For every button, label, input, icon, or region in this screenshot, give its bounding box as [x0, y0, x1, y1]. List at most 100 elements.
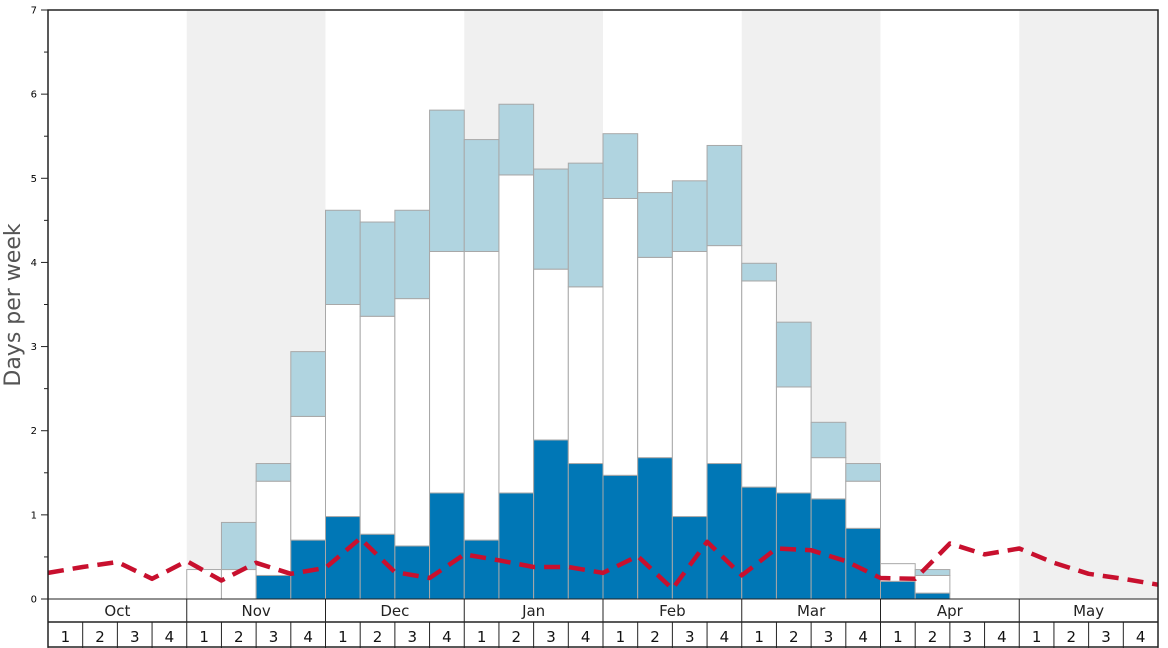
bar-middle-white-19: [706, 245, 743, 465]
bar-bottom-dark-18: [671, 516, 708, 600]
bar-middle-white-6: [255, 480, 292, 576]
bar-top-light-5: [220, 521, 257, 571]
bar-top-light-8: [325, 209, 361, 305]
bar-bottom-dark-6: [255, 574, 292, 600]
dashed-series-line: [47, 536, 1159, 592]
bar-bottom-dark-17: [637, 457, 673, 600]
week-label: 1: [477, 628, 487, 646]
bar-middle-white-18: [671, 250, 708, 518]
week-label: 1: [893, 628, 903, 646]
y-tick-label: 0: [31, 595, 37, 606]
y-tick-label: 4: [31, 258, 37, 269]
week-label: 4: [442, 628, 452, 646]
bar-top-light-15: [567, 162, 604, 288]
bar-middle-white-4: [186, 569, 222, 600]
week-label: 2: [1067, 628, 1077, 646]
bar-top-light-20: [741, 262, 777, 282]
bar-bottom-dark-21: [775, 492, 812, 600]
week-label: 1: [1032, 628, 1042, 646]
week-label: 3: [130, 628, 140, 646]
bar-top-light-11: [429, 109, 465, 252]
month-label-nov: Nov: [241, 602, 270, 620]
bar-top-light-17: [637, 192, 673, 258]
week-label: 4: [720, 628, 730, 646]
y-tick-label: 1: [31, 510, 37, 521]
bar-middle-white-10: [394, 298, 431, 547]
week-label: 3: [1101, 628, 1111, 646]
bar-middle-white-8: [325, 304, 361, 518]
week-label: 4: [581, 628, 591, 646]
week-label: 1: [199, 628, 209, 646]
x-axis: Oct 1 2 3 4 Nov 1 2 3 4 Dec 1 2 3 4 Jan 1 2 3 4 Feb 1 2 3 4 Mar 1 2…: [47, 598, 1159, 648]
bar-top-light-6: [255, 463, 292, 482]
bar-top-light-14: [533, 168, 569, 270]
week-label: 2: [234, 628, 244, 646]
month-label-apr: Apr: [937, 602, 964, 620]
month-label-oct: Oct: [104, 602, 130, 620]
week-label: 3: [407, 628, 417, 646]
bar-middle-white-12: [463, 250, 500, 541]
bar-bottom-dark-25: [914, 592, 951, 600]
week-label: 2: [928, 628, 938, 646]
bar-middle-white-13: [498, 174, 535, 494]
bar-top-light-21: [775, 321, 812, 388]
week-label: 2: [789, 628, 799, 646]
month-label-may: May: [1073, 602, 1104, 620]
y-tick-label: 2: [31, 426, 37, 437]
bar-bottom-dark-23: [845, 527, 881, 600]
bar-top-light-18: [671, 180, 708, 252]
week-label: 3: [685, 628, 695, 646]
week-label: 4: [165, 628, 175, 646]
week-label: 1: [338, 628, 348, 646]
week-label: 3: [962, 628, 972, 646]
bar-middle-white-9: [359, 315, 396, 535]
bar-middle-white-7: [290, 415, 326, 541]
bar-middle-white-14: [533, 268, 569, 441]
bar-top-light-9: [359, 221, 396, 317]
week-label: 2: [650, 628, 660, 646]
bar-bottom-dark-16: [602, 474, 639, 600]
bar-top-light-22: [810, 421, 847, 459]
week-label: 1: [754, 628, 764, 646]
week-label: 2: [512, 628, 522, 646]
bar-top-light-25: [914, 569, 951, 576]
week-label: 2: [95, 628, 105, 646]
week-label: 4: [303, 628, 313, 646]
month-label-feb: Feb: [659, 602, 686, 620]
week-label: 4: [858, 628, 868, 646]
bar-bottom-dark-20: [741, 486, 777, 600]
bar-top-light-13: [498, 103, 535, 176]
bar-bottom-dark-22: [810, 498, 847, 600]
bar-top-light-19: [706, 144, 743, 247]
y-axis-label: Days per week: [1, 223, 26, 386]
y-tick-label: 3: [31, 342, 37, 353]
week-label: 4: [997, 628, 1007, 646]
bar-middle-white-16: [602, 197, 639, 476]
bar-top-light-23: [845, 463, 881, 482]
bar-middle-white-25: [914, 574, 951, 594]
bar-middle-white-17: [637, 256, 673, 459]
bar-bottom-dark-10: [394, 545, 431, 600]
dashed-series: [47, 536, 1159, 592]
bar-bottom-dark-8: [325, 516, 361, 600]
bar-top-light-10: [394, 209, 431, 300]
y-tick-label: 6: [31, 90, 37, 101]
y-axis: 0 1 2 3 4 5 6 7: [31, 6, 48, 606]
month-label-mar: Mar: [797, 602, 826, 620]
week-label: 2: [373, 628, 383, 646]
bar-bottom-dark-14: [533, 439, 569, 600]
stacked-bars: [186, 103, 951, 600]
bar-bottom-dark-12: [463, 539, 500, 600]
bar-bottom-dark-15: [567, 463, 604, 600]
bar-bottom-dark-13: [498, 492, 535, 600]
week-label: 4: [1136, 628, 1146, 646]
y-tick-label: 5: [31, 174, 37, 185]
week-label: 3: [546, 628, 556, 646]
bar-bottom-dark-11: [429, 492, 465, 600]
week-label: 1: [616, 628, 626, 646]
bar-top-light-7: [290, 351, 326, 417]
bar-top-light-12: [463, 139, 500, 252]
month-label-dec: Dec: [380, 602, 409, 620]
month-label-jan: Jan: [521, 602, 545, 620]
